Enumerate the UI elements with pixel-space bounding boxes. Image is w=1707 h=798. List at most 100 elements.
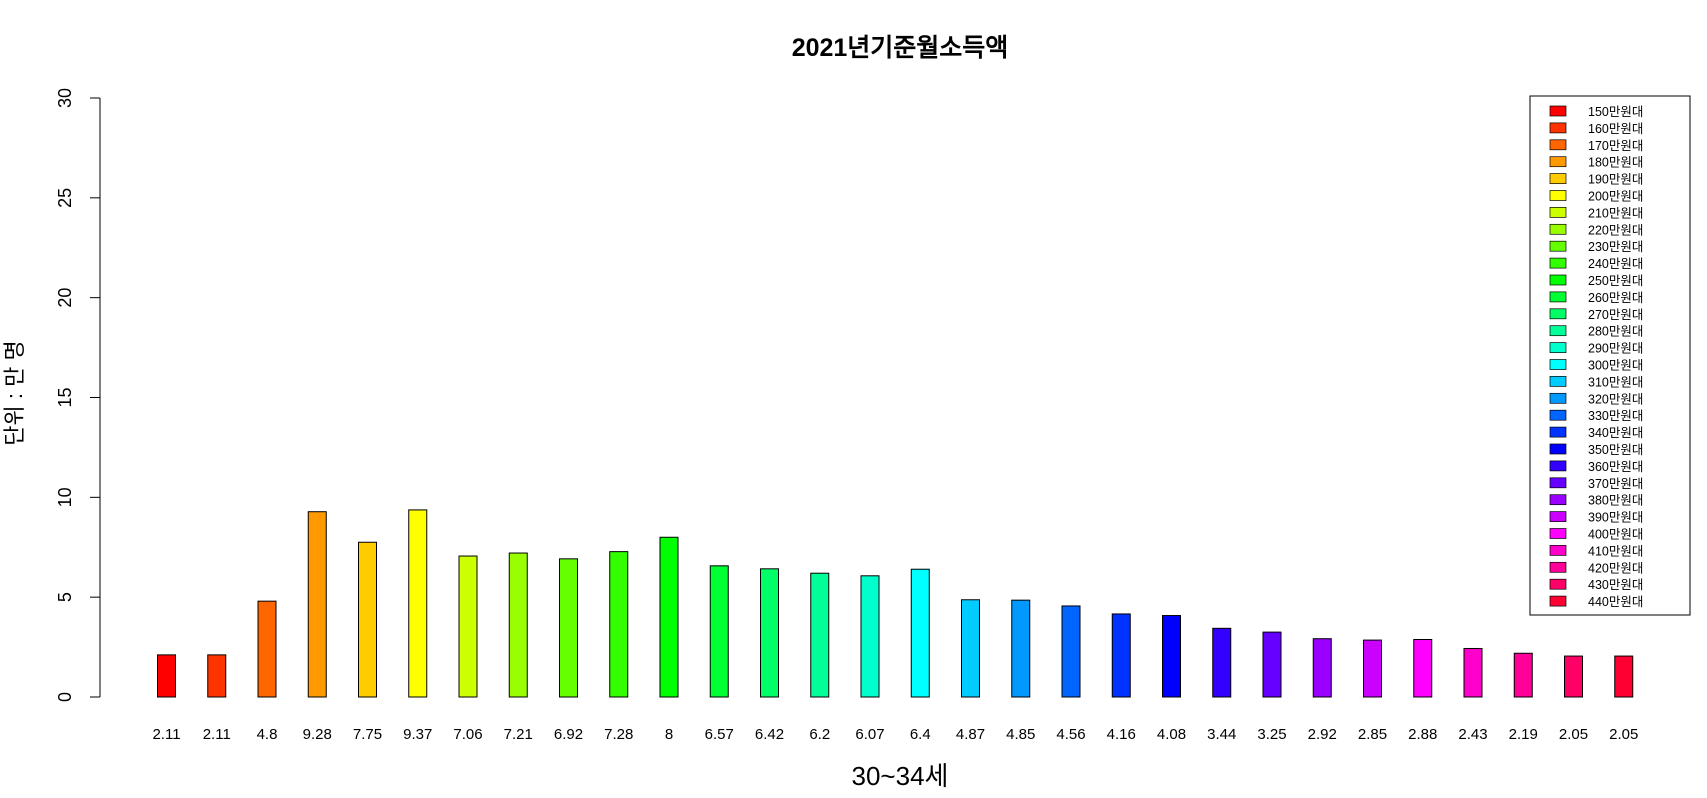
bar <box>1413 638 1433 698</box>
legend-entry-label: 430만원대 <box>1588 578 1643 592</box>
bar <box>1111 613 1131 698</box>
legend-entry-label: 270만원대 <box>1588 308 1643 322</box>
legend-swatch <box>1549 477 1567 489</box>
bar-value-label: 7.21 <box>504 726 533 743</box>
bar-value-label: 7.28 <box>604 726 633 743</box>
legend-swatch <box>1549 528 1567 539</box>
y-axis-label: 단위 : 만 명 <box>2 340 27 445</box>
bar <box>810 572 830 698</box>
bar-value-label: 6.4 <box>910 726 931 743</box>
bars <box>157 509 1634 698</box>
legend-entry-label: 230만원대 <box>1588 240 1643 254</box>
bar-value-label: 8 <box>665 726 673 743</box>
legend-entry-label: 160만원대 <box>1588 122 1643 136</box>
legend-swatch <box>1549 190 1567 201</box>
legend-entry-label: 370만원대 <box>1588 477 1643 491</box>
bar-value-label: 4.8 <box>257 726 278 743</box>
legend-swatch <box>1549 426 1567 438</box>
bar-value-label: 9.28 <box>303 726 332 743</box>
legend-entry-label: 300만원대 <box>1588 359 1643 373</box>
bar <box>307 511 327 698</box>
bar <box>207 654 227 698</box>
bar <box>609 551 629 698</box>
legend-entry-label: 390만원대 <box>1588 511 1643 525</box>
legend-entry-label: 260만원대 <box>1588 291 1643 305</box>
legend-swatch <box>1549 376 1567 387</box>
legend-swatch <box>1549 308 1567 320</box>
bar <box>458 555 478 698</box>
legend-swatch <box>1549 511 1567 522</box>
legend: 150만원대 160만원대 170만원대 180만원대 190만원대 200만원대 210만… <box>1529 95 1691 616</box>
legend-swatch <box>1549 578 1567 590</box>
bar <box>1463 647 1483 698</box>
y-tick-label: 25 <box>55 188 75 208</box>
bar-value-label: 4.85 <box>1006 726 1035 743</box>
legend-swatch <box>1549 595 1567 607</box>
bar-value-label: 2.43 <box>1458 726 1487 743</box>
y-tick-label: 10 <box>55 487 75 507</box>
legend-entry-label: 410만원대 <box>1588 544 1643 558</box>
bar <box>1312 638 1332 698</box>
bar <box>358 541 377 698</box>
bar-value-label: 2.11 <box>152 726 180 743</box>
legend-swatch <box>1549 139 1567 151</box>
y-tick-label: 0 <box>55 692 75 702</box>
bar <box>910 568 930 698</box>
bar-value-label: 6.2 <box>809 726 830 743</box>
legend-swatch <box>1549 561 1567 573</box>
legend-swatch <box>1549 443 1567 455</box>
legend-swatch <box>1549 240 1567 252</box>
bar <box>961 599 980 698</box>
legend-entry-label: 180만원대 <box>1588 156 1643 170</box>
bar-value-label: 7.75 <box>353 726 382 743</box>
legend-entry-label: 280만원대 <box>1588 325 1643 339</box>
bar-value-label: 3.25 <box>1257 726 1286 743</box>
bar-value-label: 4.08 <box>1157 726 1186 743</box>
legend-entry-label: 340만원대 <box>1588 426 1643 440</box>
y-tick-label: 5 <box>55 592 75 602</box>
bar-value-label: 2.92 <box>1308 726 1337 743</box>
bar <box>1212 627 1232 698</box>
bar-value-label: 7.06 <box>453 726 482 743</box>
bar-value-label: 6.42 <box>755 726 784 743</box>
legend-entry-label: 170만원대 <box>1588 139 1643 153</box>
bar <box>157 654 176 698</box>
legend-entry-label: 330만원대 <box>1588 409 1643 423</box>
legend-swatch <box>1549 223 1567 235</box>
legend-swatch <box>1549 105 1567 117</box>
x-axis-label: 30~34세 <box>852 761 949 791</box>
legend-entry-label: 420만원대 <box>1588 561 1643 575</box>
bar <box>1162 615 1181 698</box>
bar-value-label: 2.85 <box>1358 726 1387 743</box>
legend-swatch <box>1549 325 1567 337</box>
legend-entry-label: 250만원대 <box>1588 274 1643 288</box>
legend-entry-label: 210만원대 <box>1588 206 1643 220</box>
legend-entry-label: 400만원대 <box>1588 528 1643 542</box>
bar-value-label: 4.56 <box>1056 726 1085 743</box>
legend-swatch <box>1549 156 1567 168</box>
legend-entry-label: 220만원대 <box>1588 223 1643 237</box>
legend-entry-label: 200만원대 <box>1588 190 1643 204</box>
legend-swatch <box>1549 392 1567 404</box>
chart-title: 2021년기준월소득액 <box>792 34 1009 62</box>
legend-swatch <box>1549 257 1567 269</box>
bar-value-label: 6.92 <box>554 726 583 743</box>
bar <box>1061 605 1081 698</box>
legend-swatch <box>1549 460 1567 472</box>
bar-value-label: 2.88 <box>1408 726 1437 743</box>
bar <box>1262 631 1282 698</box>
bar <box>760 568 779 698</box>
y-axis: 0 5 10 15 20 25 30 <box>55 88 101 702</box>
legend-swatch <box>1549 291 1567 303</box>
bar-value-label: 2.05 <box>1609 726 1638 743</box>
bar <box>408 509 428 698</box>
legend-entry-label: 350만원대 <box>1588 443 1643 457</box>
bar <box>1513 652 1533 698</box>
legend-swatch <box>1549 359 1567 370</box>
bar <box>1614 655 1634 698</box>
y-tick-label: 15 <box>55 387 75 407</box>
legend-entry-label: 360만원대 <box>1588 460 1643 474</box>
legend-entry-label: 440만원대 <box>1588 595 1643 609</box>
legend-swatch <box>1549 545 1567 556</box>
bar <box>860 575 880 698</box>
